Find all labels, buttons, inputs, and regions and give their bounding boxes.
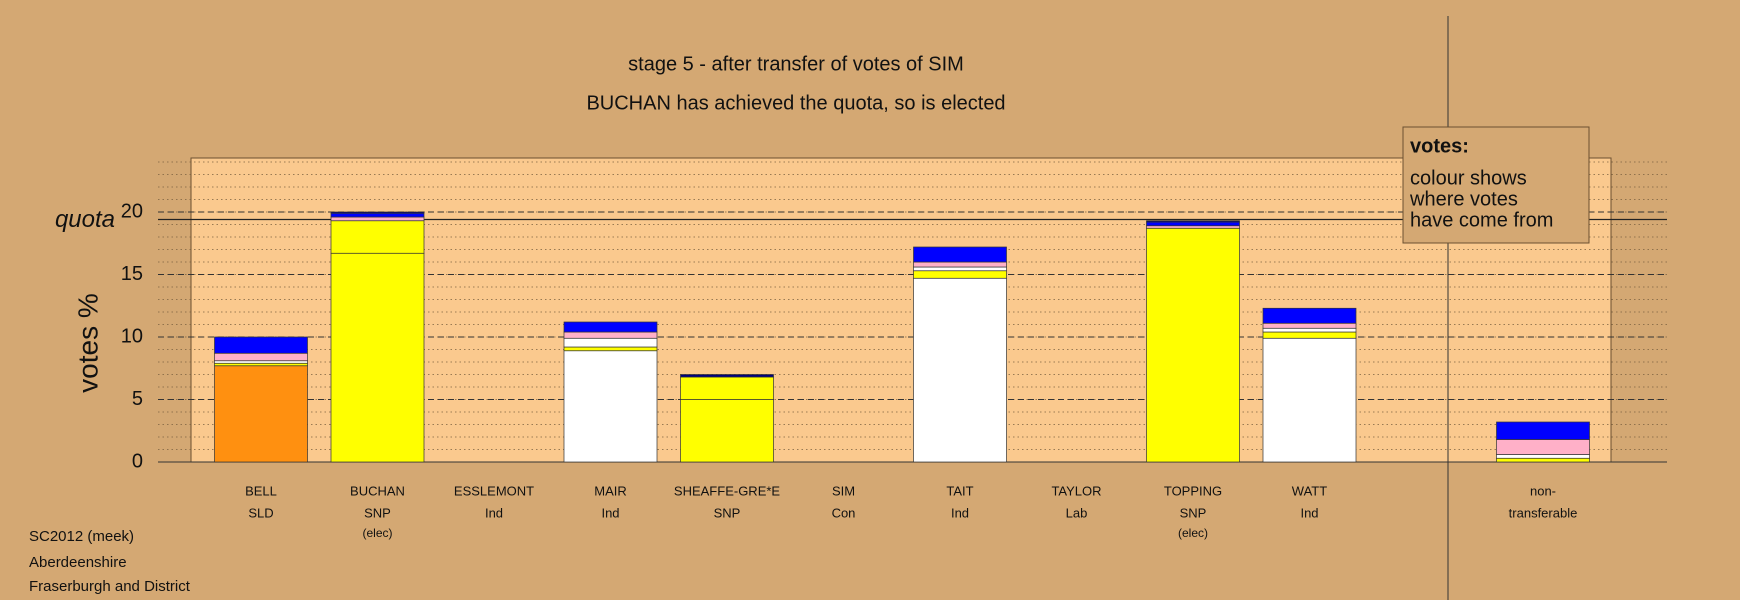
bar-segment [330, 211, 425, 214]
party-label: Con [832, 505, 856, 520]
bar-segment [214, 365, 308, 463]
party-label: SNP [1180, 505, 1207, 520]
party-label: SNP [714, 505, 741, 520]
bar-segment [330, 252, 425, 463]
bar-segment [214, 352, 308, 362]
x-tick-label: ESSLEMONT [454, 483, 534, 498]
footer-text: Aberdeenshire [29, 554, 127, 571]
bar-segment [330, 216, 425, 222]
party-label: Ind [601, 505, 619, 520]
bar-segment [1496, 454, 1590, 459]
bar-segment [563, 350, 658, 463]
party-label: SLD [248, 505, 273, 520]
bars [214, 211, 1590, 463]
bar-segment [1146, 227, 1240, 463]
bar-segment [1496, 457, 1590, 463]
x-tick-label: TOPPING [1164, 483, 1222, 498]
bar-segment [563, 331, 658, 339]
bar-segment [680, 374, 774, 378]
y-tick-label: 20 [121, 200, 143, 222]
bar-segment [1262, 307, 1357, 324]
bar-segment [913, 270, 1007, 279]
bar-segment [563, 346, 658, 352]
y-tick-label: 0 [132, 450, 143, 472]
bar-segment [1146, 220, 1240, 223]
bar-segment [1146, 221, 1240, 227]
bar-segment [913, 277, 1007, 463]
bar-segment [913, 261, 1007, 268]
party-label: SNP [364, 505, 391, 520]
bar-segment [680, 399, 774, 463]
legend-line: colour shows [1410, 167, 1527, 189]
bar-segment [680, 376, 774, 400]
bar-segment [563, 321, 658, 333]
y-tick-label: 5 [132, 388, 143, 410]
party-label: Lab [1066, 505, 1088, 520]
y-tick-label: 15 [121, 263, 143, 285]
x-tick-label: WATT [1292, 483, 1327, 498]
party-label: Ind [1300, 505, 1318, 520]
title: stage 5 - after transfer of votes of SIM [628, 53, 964, 75]
y-tick-label: 10 [121, 325, 143, 347]
legend-title: votes: [1410, 135, 1469, 157]
bar-segment [1262, 322, 1357, 329]
bar-segment [1262, 337, 1357, 463]
party-label: transferable [1509, 505, 1578, 520]
x-tick-label: SHEAFFE-GRE*E [674, 483, 781, 498]
bar-segment [1262, 327, 1357, 333]
footer-text: SC2012 (meek) [29, 528, 134, 545]
party-label: Ind [951, 505, 969, 520]
bar-segment [214, 336, 308, 354]
bar-segment [563, 337, 658, 348]
bar-segment [1496, 439, 1590, 455]
party-label: Ind [485, 505, 503, 520]
bar-segment [214, 360, 308, 364]
bar-segment [1496, 421, 1590, 440]
x-tick-label: TAYLOR [1051, 483, 1101, 498]
x-tick-label: TAIT [946, 483, 973, 498]
x-tick-label: non- [1530, 483, 1556, 498]
plot-panel [190, 157, 1612, 463]
bar-segment [1146, 225, 1240, 229]
legend-line: have come from [1410, 209, 1553, 231]
x-tick-label: SIM [832, 483, 855, 498]
status-label: (elec) [1178, 526, 1208, 540]
footer-text: Fraserburgh and District [29, 578, 191, 595]
y-axis-label: votes % [72, 293, 103, 393]
bar-segment [330, 220, 425, 254]
x-tick-label: BELL [245, 483, 277, 498]
x-tick-label: BUCHAN [350, 483, 405, 498]
bar-segment [1262, 331, 1357, 339]
bar-segment [913, 266, 1007, 272]
bar-segment [913, 246, 1007, 263]
bar-segment [214, 362, 308, 367]
legend-box [1402, 126, 1590, 244]
subtitle: BUCHAN has achieved the quota, so is ele… [586, 92, 1005, 114]
quota-label: quota [55, 206, 115, 233]
legend-line: where votes [1409, 188, 1518, 210]
x-tick-label: MAIR [594, 483, 627, 498]
bar-segment [330, 212, 425, 218]
status-label: (elec) [362, 526, 392, 540]
